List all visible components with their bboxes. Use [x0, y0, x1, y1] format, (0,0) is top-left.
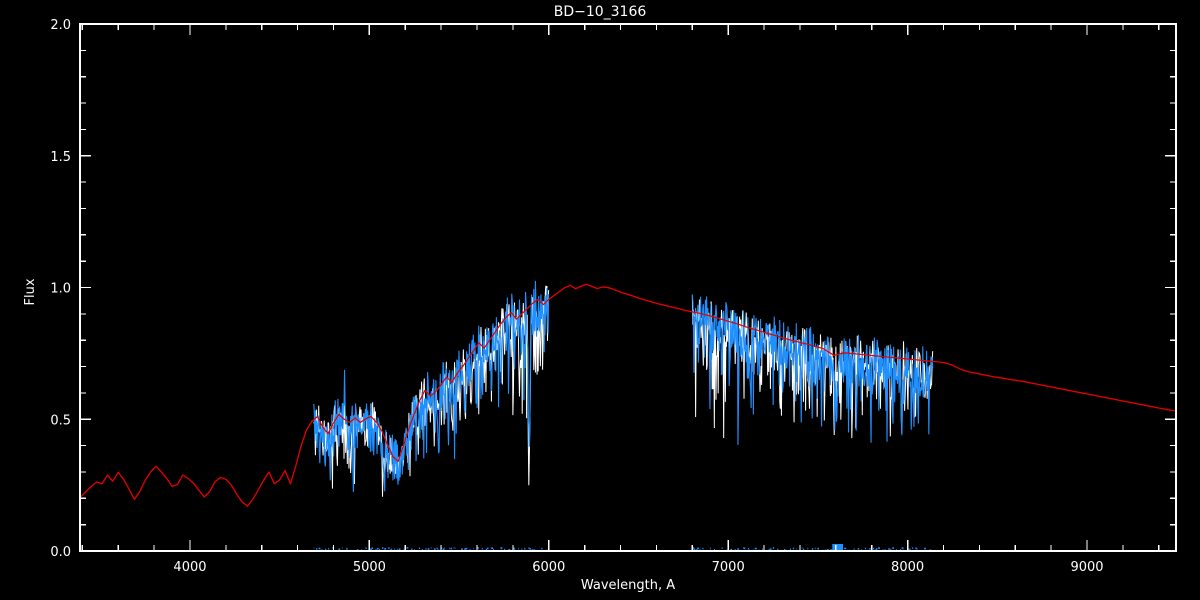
trace-observed-blue [691, 294, 934, 445]
x-axis-label: Wavelength, A [581, 578, 675, 593]
axes-group: 4000 5000 6000 7000 8000 9000 0.0 0.5 1.0 1.5 2.0 [50, 18, 1177, 575]
x-tick-label: 9000 [1070, 560, 1103, 575]
x-tick-label: 5000 [353, 560, 386, 575]
plot-title: BD−10_3166 [554, 4, 647, 20]
y-tick-label: 0.5 [50, 413, 71, 428]
y-axis-label: Flux [23, 278, 38, 305]
x-tick-label: 4000 [173, 560, 206, 575]
y-tick-label: 0.0 [50, 545, 71, 560]
y-tick-label: 2.0 [50, 18, 71, 33]
x-tick-label: 8000 [891, 560, 924, 575]
trace-model-red [79, 283, 1176, 507]
trace-observed-blue [313, 280, 550, 492]
x-tick-label: 6000 [532, 560, 565, 575]
y-tick-label: 1.5 [50, 150, 71, 165]
y-tick-label: 1.0 [50, 282, 71, 297]
x-tick-label: 7000 [712, 560, 745, 575]
order-coverage-telluric-bump [832, 544, 844, 551]
